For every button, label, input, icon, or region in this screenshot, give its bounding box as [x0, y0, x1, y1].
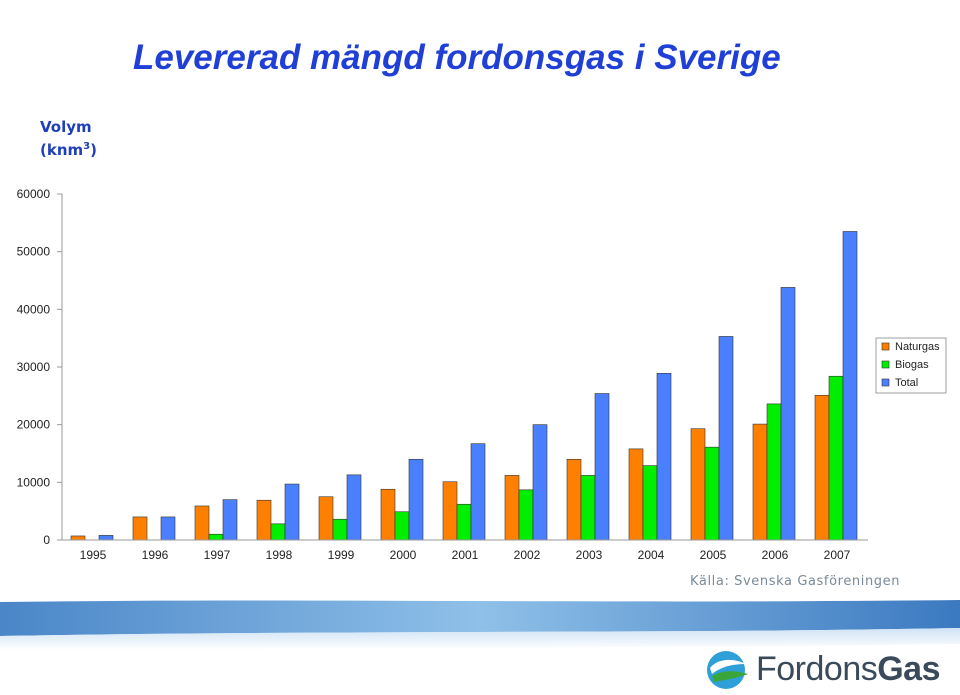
legend-swatch-biogas	[881, 360, 890, 369]
x-tick-label: 1997	[204, 548, 231, 562]
decorative-wave	[0, 600, 960, 650]
bar-biogas-1997	[208, 533, 224, 541]
bar-total-2006	[780, 287, 796, 541]
x-tick-label: 2007	[824, 548, 851, 562]
bar-biogas-1999	[332, 518, 348, 541]
chart-title: Levererad mängd fordonsgas i Sverige	[133, 38, 781, 77]
y-axis-label: Volym (knm3)	[40, 118, 97, 160]
x-tick-label: 2006	[762, 548, 789, 562]
x-tick-label: 2002	[514, 548, 541, 562]
fordonsgas-logo: FordonsGas	[704, 648, 944, 692]
bar-naturgas-1998	[256, 499, 272, 541]
bar-total-2002	[532, 424, 548, 541]
y-tick-label: 20000	[17, 418, 51, 432]
bar-biogas-2007	[828, 375, 844, 541]
y-axis-label-line1: Volym	[40, 118, 92, 136]
logo-text-part1: Fordons	[756, 650, 878, 688]
bar-naturgas-2000	[380, 488, 396, 541]
x-tick-label: 2003	[576, 548, 603, 562]
x-axis: 1995 1996 1997 1998 1999 2000 2001 2002 2003 2004…	[62, 539, 868, 562]
bar-naturgas-2002	[504, 475, 520, 541]
bar-total-1997	[222, 499, 238, 541]
y-axis: 0 10000 20000 30000 40000 50000 60000	[17, 187, 63, 547]
x-tick-label: 1999	[328, 548, 355, 562]
bar-naturgas-2003	[566, 458, 582, 541]
bar-naturgas-2005	[690, 428, 706, 541]
legend-label-total: Total	[895, 377, 918, 389]
bar-total-2003	[594, 393, 610, 541]
y-tick-label: 10000	[17, 475, 51, 489]
logo-text-part2: Gas	[877, 650, 940, 688]
bar-biogas-1998	[270, 523, 286, 541]
bar-total-1995	[98, 535, 114, 541]
y-tick-label: 0	[43, 533, 50, 547]
y-tick-label: 60000	[17, 187, 51, 201]
bar-total-1998	[284, 483, 300, 541]
logo-wordmark: FordonsGas	[756, 650, 940, 689]
x-tick-label: 1995	[80, 548, 107, 562]
x-tick-label: 2000	[390, 548, 417, 562]
bar-total-2005	[718, 336, 734, 541]
source-note: Källa: Svenska Gasföreningen	[690, 574, 901, 589]
x-tick-label: 1998	[266, 548, 293, 562]
x-tick-label: 2005	[700, 548, 727, 562]
y-axis-unit-suffix: )	[90, 141, 97, 159]
legend: Naturgas Biogas Total	[875, 337, 947, 394]
y-tick-label: 40000	[17, 302, 51, 316]
bar-naturgas-2006	[752, 423, 768, 541]
bar-biogas-2001	[456, 503, 472, 541]
bar-biogas-2006	[766, 403, 782, 541]
bar-total-2004	[656, 373, 672, 541]
bar-naturgas-2004	[628, 448, 644, 541]
legend-label-biogas: Biogas	[895, 359, 929, 371]
y-axis-unit-prefix: (knm	[40, 141, 84, 159]
x-tick-label: 2004	[638, 548, 665, 562]
bar-biogas-2005	[704, 446, 720, 541]
bar-biogas-2000	[394, 511, 410, 541]
y-tick-label: 50000	[17, 245, 51, 259]
bar-total-1996	[160, 516, 176, 541]
bar-biogas-2003	[580, 475, 596, 541]
bar-biogas-2002	[518, 489, 534, 541]
x-tick-label: 2001	[452, 548, 479, 562]
bar-total-1999	[346, 474, 362, 541]
bar-naturgas-1995	[70, 535, 86, 541]
legend-swatch-naturgas	[881, 342, 890, 351]
bar-naturgas-1999	[318, 496, 334, 541]
legend-label-naturgas: Naturgas	[895, 341, 940, 353]
bar-biogas-2004	[642, 465, 658, 541]
y-axis-unit-sup: 3	[83, 141, 91, 152]
legend-swatch-total	[881, 378, 890, 387]
bar-total-2000	[408, 458, 424, 541]
bar-naturgas-1997	[194, 505, 210, 541]
bars	[70, 231, 858, 541]
y-axis-label-line2: (knm3)	[40, 137, 97, 160]
bar-total-2007	[842, 231, 858, 541]
bar-naturgas-1996	[132, 516, 148, 541]
y-tick-label: 30000	[17, 360, 51, 374]
bar-naturgas-2007	[814, 394, 830, 541]
logo-icon	[707, 651, 748, 689]
bar-total-2001	[470, 443, 486, 541]
bar-naturgas-2001	[442, 481, 458, 541]
x-tick-label: 1996	[142, 548, 169, 562]
bar-chart: 0 10000 20000 30000 40000 50000 60000 1995 1996…	[17, 187, 947, 562]
